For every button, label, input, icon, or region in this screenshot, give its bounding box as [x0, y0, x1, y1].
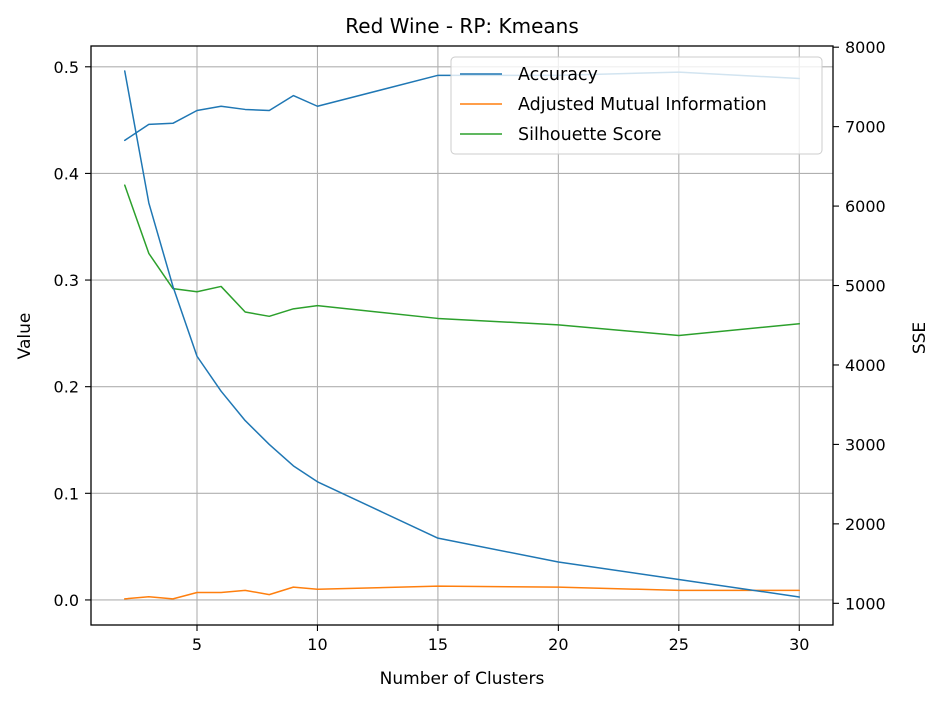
- x-tick-label: 10: [307, 635, 327, 654]
- legend-label: Adjusted Mutual Information: [518, 95, 767, 115]
- legend-box: [450, 56, 823, 155]
- x-axis-label: Number of Clusters: [380, 669, 545, 689]
- x-tick-label: 25: [669, 635, 689, 654]
- y2-tick-label: 6000: [845, 197, 886, 216]
- series-line-adjusted-mutual-information: [123, 585, 801, 600]
- series-line-sse: [123, 70, 801, 598]
- legend-label: Accuracy: [518, 65, 598, 85]
- y2-axis-label: SSE: [910, 322, 930, 354]
- y2-tick-label: 2000: [845, 515, 886, 534]
- chart-title: Red Wine - RP: Kmeans: [345, 14, 578, 38]
- y-axis-label: Value: [15, 313, 35, 360]
- x-tick-label: 30: [789, 635, 809, 654]
- x-tick-label: 20: [548, 635, 568, 654]
- axis-ticks: 5 10 15 20 25 30 0.0 0.1 0.2 0.3 0.4 0.5 1000 2000 300…: [54, 38, 886, 654]
- y-tick-label: 0.3: [54, 271, 79, 290]
- plot-frame: [90, 45, 834, 626]
- y2-tick-label: 5000: [845, 277, 886, 296]
- y2-tick-label: 1000: [845, 594, 886, 613]
- legend-label: Silhouette Score: [518, 125, 662, 145]
- y-tick-label: 0.2: [54, 378, 79, 397]
- grid-lines: [91, 46, 833, 625]
- y2-tick-label: 8000: [845, 38, 886, 57]
- y2-tick-label: 7000: [845, 118, 886, 137]
- x-tick-label: 15: [428, 635, 448, 654]
- legend: Accuracy Adjusted Mutual Information Silho…: [450, 56, 823, 155]
- y-tick-label: 0.1: [54, 484, 79, 503]
- y-tick-label: 0.0: [54, 591, 79, 610]
- y-tick-label: 0.4: [54, 164, 79, 183]
- x-tick-label: 5: [192, 635, 202, 654]
- y-tick-label: 0.5: [54, 58, 79, 77]
- y2-tick-label: 4000: [845, 356, 886, 375]
- y2-tick-label: 3000: [845, 435, 886, 454]
